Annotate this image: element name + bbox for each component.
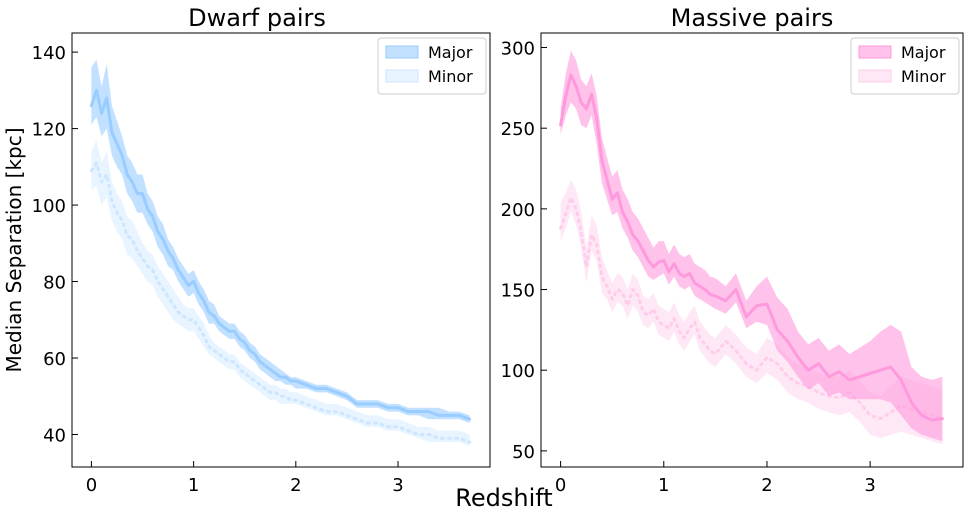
massive-x-tick-label: 3 bbox=[864, 475, 875, 496]
dwarf-x-tick-label: 1 bbox=[188, 475, 199, 496]
dwarf-y-tick-label: 60 bbox=[43, 349, 66, 370]
dwarf-minor-line bbox=[89, 161, 472, 444]
massive-y-tick-label: 250 bbox=[501, 119, 535, 140]
massive-y-tick-label: 200 bbox=[501, 200, 535, 221]
dwarf-x-tick-label: 2 bbox=[290, 475, 301, 496]
x-axis-label: Redshift bbox=[455, 484, 552, 512]
massive-major-line bbox=[559, 73, 944, 422]
dwarf-legend-label-major: Major bbox=[428, 43, 473, 62]
massive-x-tick-label: 0 bbox=[555, 475, 566, 496]
massive-legend-label-major: Major bbox=[901, 43, 946, 62]
dwarf-y-tick-label: 80 bbox=[43, 273, 66, 294]
massive-legend-label-minor: Minor bbox=[901, 67, 946, 86]
dwarf-pairs-panel: Dwarf pairs 0 1 2 3 40 60 80 100 120 140 Major Mino… bbox=[32, 4, 491, 496]
dwarf-y-tick-label: 120 bbox=[32, 120, 66, 141]
dwarf-legend-swatch-major bbox=[385, 45, 419, 59]
dwarf-major-line bbox=[89, 88, 472, 421]
dwarf-x-tick-label: 0 bbox=[86, 475, 97, 496]
dwarf-y-tick-label: 40 bbox=[43, 425, 66, 446]
massive-y-tick-label: 100 bbox=[501, 361, 535, 382]
dwarf-legend-label-minor: Minor bbox=[428, 67, 473, 86]
dwarf-x-tick-label: 3 bbox=[392, 475, 403, 496]
dwarf-minor-band bbox=[91, 140, 470, 446]
dwarf-pairs-title: Dwarf pairs bbox=[188, 4, 326, 32]
massive-axes-frame bbox=[540, 32, 964, 468]
dwarf-y-tick-label: 140 bbox=[32, 43, 66, 64]
y-axis-label: Median Separation [kpc] bbox=[2, 127, 26, 372]
massive-major-band bbox=[560, 50, 943, 442]
massive-x-tick-label: 2 bbox=[761, 475, 772, 496]
massive-legend-swatch-major bbox=[858, 45, 892, 59]
massive-y-tick-label: 300 bbox=[501, 39, 535, 60]
massive-x-tick-label: 1 bbox=[658, 475, 669, 496]
massive-pairs-panel: Massive pairs 0 1 2 3 50 100 150 200 250 300 Major… bbox=[501, 4, 964, 496]
massive-pairs-title: Massive pairs bbox=[671, 4, 834, 32]
dwarf-legend-swatch-minor bbox=[385, 69, 419, 83]
massive-y-tick-label: 50 bbox=[512, 442, 535, 463]
massive-y-tick-label: 150 bbox=[501, 281, 535, 302]
dwarf-axes-frame bbox=[71, 32, 491, 468]
dwarf-y-tick-label: 100 bbox=[32, 196, 66, 217]
dwarf-major-band bbox=[91, 59, 470, 424]
massive-legend-swatch-minor bbox=[858, 69, 892, 83]
